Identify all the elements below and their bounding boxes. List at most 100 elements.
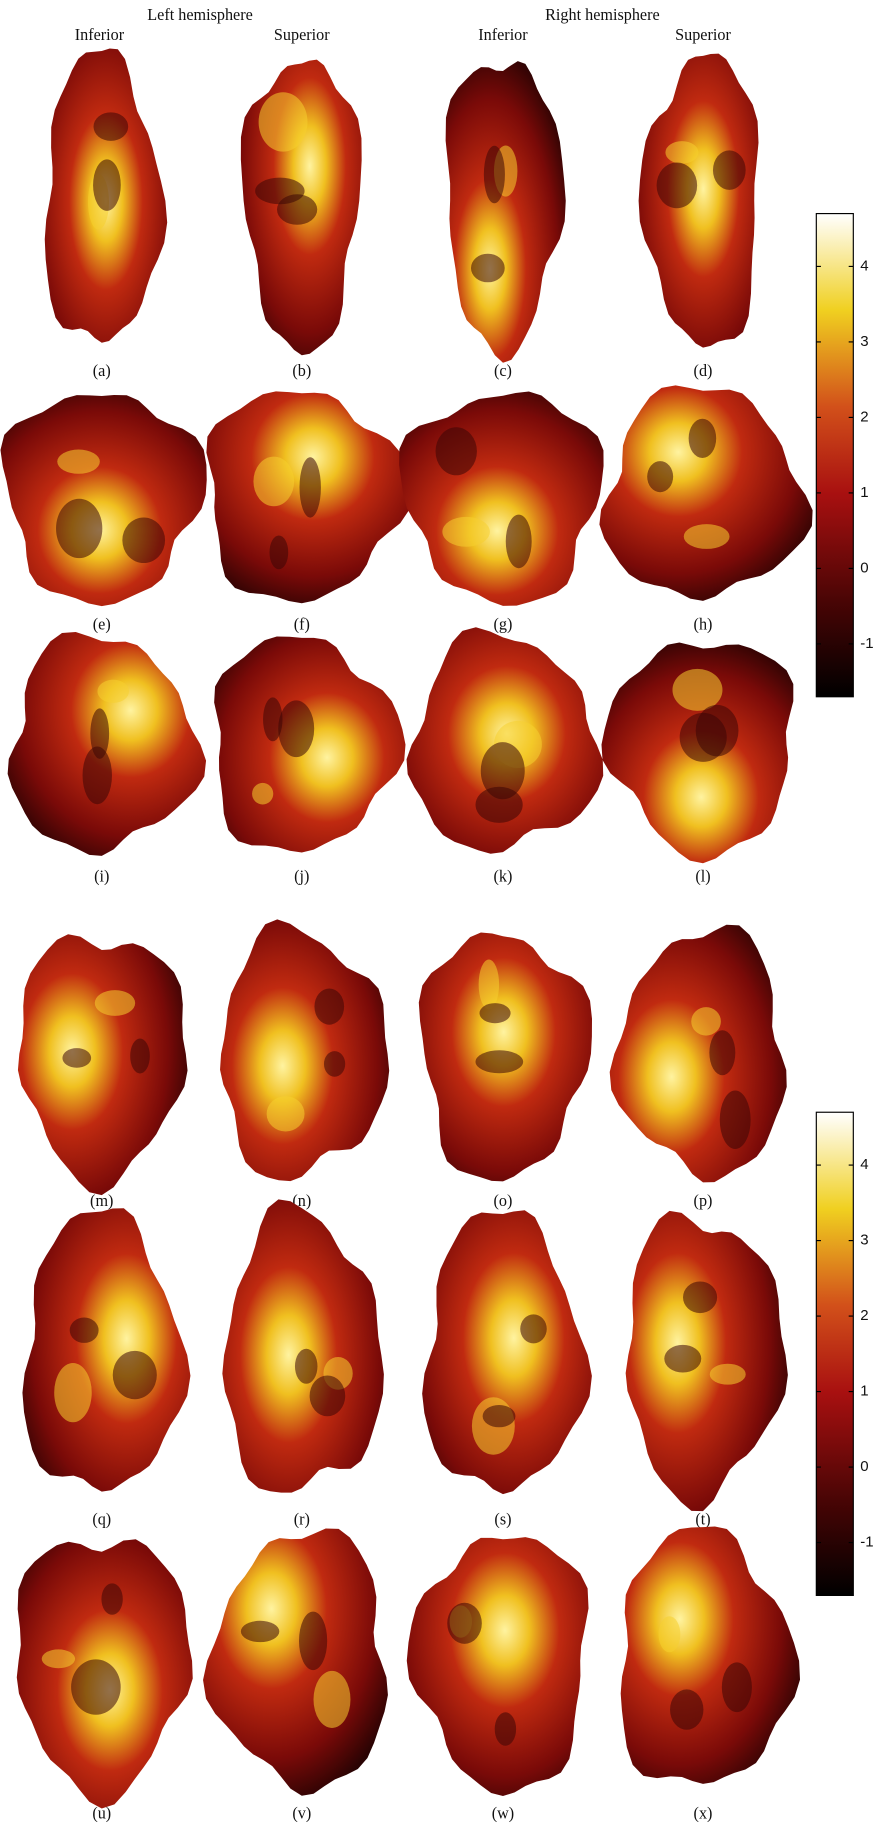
surface-map (446, 61, 566, 363)
panel-label: (u) (92, 1805, 111, 1823)
hot-spot (70, 1318, 99, 1343)
panel-label: (w) (492, 1805, 514, 1823)
view-label: Superior (274, 26, 330, 44)
hot-spot (710, 1364, 746, 1385)
hot-spot (665, 141, 698, 163)
surface-map (599, 385, 812, 600)
panel-label: (s) (494, 1510, 511, 1528)
surface-map (22, 1208, 190, 1491)
panel-label: (v) (292, 1805, 311, 1823)
panel-label: (k) (494, 867, 513, 885)
hot-spot (252, 783, 273, 805)
hot-spot (476, 1050, 524, 1073)
tick-label: 1 (860, 1383, 868, 1400)
hot-spot (324, 1051, 345, 1077)
surface-map (399, 392, 603, 606)
hot-spot (713, 150, 746, 190)
hot-spot (62, 1048, 91, 1068)
tick-label: 0 (860, 1458, 868, 1475)
hot-spot (670, 1689, 703, 1729)
view-label: Inferior (478, 26, 528, 44)
hot-spot (495, 1712, 516, 1745)
hot-spot (506, 515, 532, 569)
surface-map (222, 1199, 384, 1492)
panel-label: (t) (695, 1510, 710, 1528)
hot-spot (97, 680, 129, 703)
panel-label: (l) (695, 867, 710, 885)
surface-map (621, 1526, 800, 1783)
surface-map (0, 395, 206, 606)
tick-label: 3 (860, 1232, 868, 1249)
hot-spot (647, 461, 673, 492)
hot-spot (722, 1662, 752, 1712)
panel-label: (c) (494, 362, 512, 380)
hot-spot (56, 499, 102, 558)
figure: Left hemisphere Right hemisphere Inferio… (0, 0, 888, 1830)
colorbar (816, 214, 853, 697)
hemisphere-title: Left hemisphere (147, 6, 253, 24)
hot-spot (277, 194, 317, 224)
hot-spot (479, 959, 499, 1009)
panel-label: (q) (92, 1510, 111, 1528)
tick-label: 1 (860, 484, 868, 501)
hot-spot (447, 1603, 482, 1644)
hot-spot (683, 1281, 717, 1313)
hot-spot (484, 146, 505, 204)
hot-spot (241, 1621, 279, 1642)
tick-label: 2 (860, 1307, 868, 1324)
tick-label: 4 (860, 257, 868, 274)
view-label: Superior (675, 26, 731, 44)
tick-label: -1 (860, 635, 873, 652)
panel-label: (g) (494, 615, 513, 633)
panel-label: (o) (494, 1192, 513, 1210)
panel-label: (m) (90, 1192, 113, 1210)
hot-spot (253, 457, 294, 507)
hot-spot (71, 1659, 121, 1714)
view-label: Inferior (75, 26, 125, 44)
panel-label: (b) (292, 362, 311, 380)
surface-map (407, 1537, 589, 1796)
hot-spot (101, 1583, 122, 1614)
hot-spot (122, 517, 165, 563)
panel-label: (a) (93, 362, 111, 380)
hot-spot (83, 747, 112, 805)
hot-spot (657, 162, 698, 208)
panel-label: (f) (294, 615, 310, 633)
hot-spot (442, 517, 490, 547)
hot-spot (57, 450, 100, 474)
hot-spot (259, 92, 308, 151)
hot-spot (295, 1349, 318, 1384)
tick-label: 4 (860, 1156, 868, 1173)
tick-label: 3 (860, 333, 868, 350)
surface-map (203, 1529, 388, 1796)
hot-spot (684, 524, 730, 549)
panel-label: (r) (294, 1510, 310, 1528)
surface-map (220, 919, 389, 1181)
panel-label: (i) (94, 867, 109, 885)
hot-spot (300, 457, 321, 517)
hot-spot (299, 1612, 327, 1671)
hot-spot (267, 1096, 305, 1131)
hot-spot (42, 1649, 75, 1668)
hot-spot (471, 254, 505, 283)
hot-spot (680, 713, 727, 762)
surface-map (18, 934, 188, 1195)
hot-spot (269, 535, 288, 569)
hot-spot (481, 742, 525, 799)
panel-label: (d) (694, 362, 713, 380)
surface-map (639, 54, 759, 348)
hot-spot (672, 669, 722, 711)
surface-map (610, 925, 787, 1183)
surface-map (626, 1211, 788, 1511)
hot-spot (314, 988, 344, 1024)
hot-spot (479, 1003, 510, 1023)
hot-spot (520, 1314, 547, 1343)
hot-spot (54, 1363, 92, 1422)
panel-label: (e) (93, 615, 111, 633)
panel-label: (x) (694, 1805, 713, 1823)
hot-spot (691, 1007, 721, 1035)
colorbar (816, 1112, 853, 1595)
hot-spot (310, 1375, 346, 1416)
hot-spot (689, 419, 717, 458)
tick-label: -1 (860, 1534, 873, 1551)
